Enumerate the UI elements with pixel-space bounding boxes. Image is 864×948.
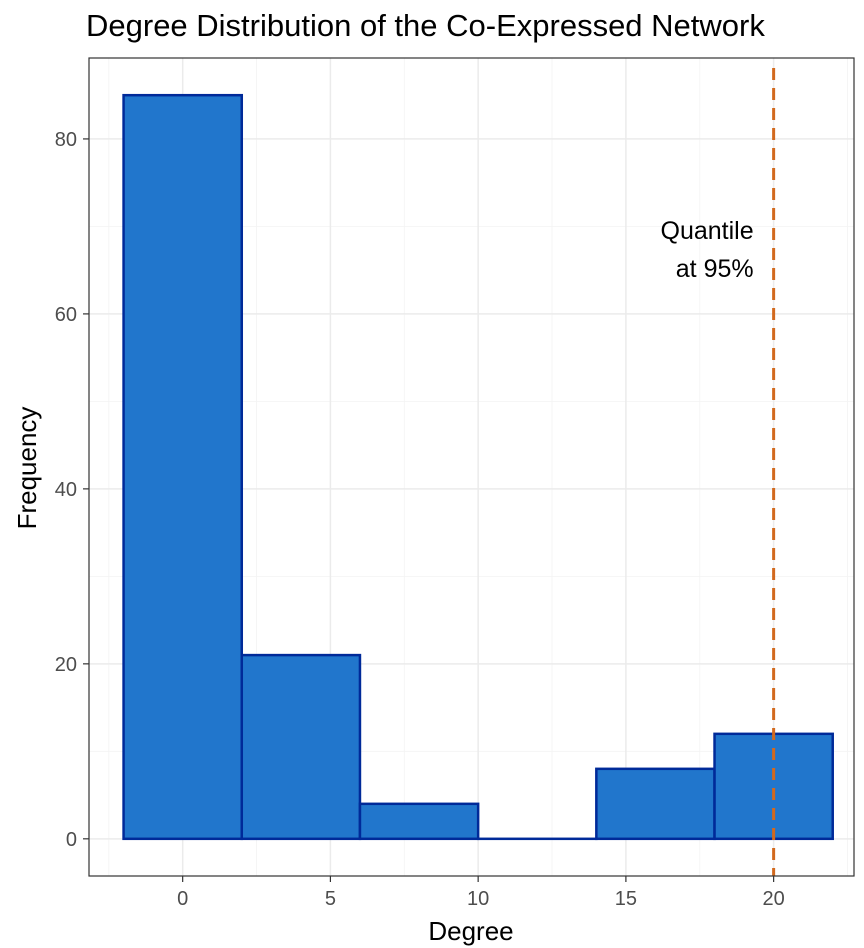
histogram-bar [122, 93, 244, 841]
x-tick-label: 20 [763, 888, 785, 910]
x-tick-label: 5 [325, 888, 336, 910]
y-tick-label: 0 [66, 829, 77, 851]
chart-title: Degree Distribution of the Co-Expressed … [86, 8, 765, 43]
y-tick-label: 40 [55, 479, 77, 501]
x-tick-label: 15 [615, 888, 637, 910]
panel-border [88, 57, 855, 877]
x-tick-label: 10 [467, 888, 489, 910]
x-tick-label: 0 [177, 888, 188, 910]
histogram-bar [595, 767, 716, 841]
y-tick-label: 20 [55, 654, 77, 676]
histogram-bar [240, 653, 362, 841]
y-axis-title: Frequency [12, 407, 42, 530]
y-tick-label: 80 [55, 129, 77, 151]
y-tick-label: 60 [55, 304, 77, 326]
histogram-bar [358, 802, 480, 841]
quantile-label-line: at 95% [676, 255, 754, 283]
quantile-label-line: Quantile [661, 217, 754, 245]
x-axis-title: Degree [428, 916, 513, 946]
